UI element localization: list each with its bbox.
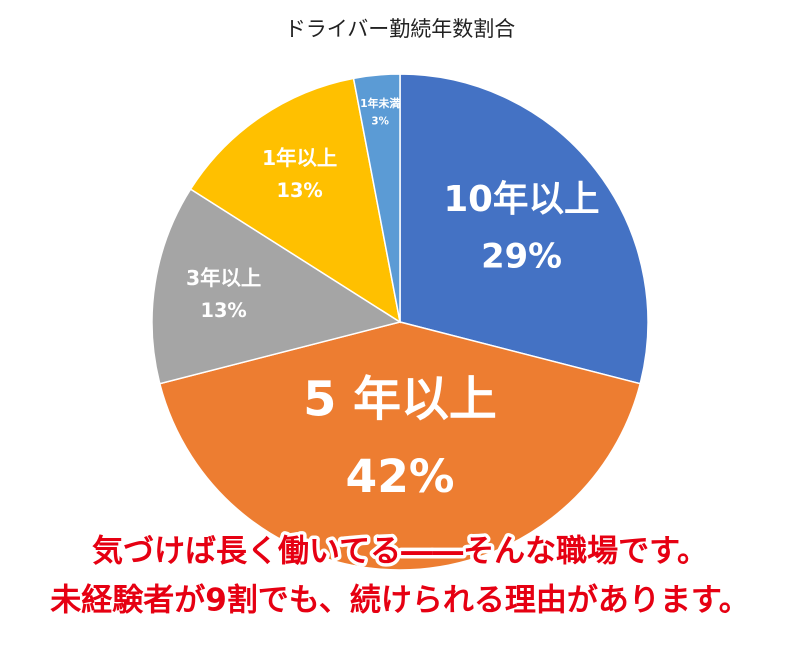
slice-value-label: 29% bbox=[481, 236, 562, 275]
slice-label: 5 年以上 bbox=[303, 373, 497, 428]
slice-value-label: 42% bbox=[346, 450, 455, 503]
chart-title: ドライバー勤続年数割合 bbox=[285, 17, 516, 41]
pie-slice bbox=[399, 73, 649, 385]
slice-value-label: 13% bbox=[277, 179, 323, 202]
labels: 10年以上 29% 5 年以上 42% 3年以上 13% 1年以上 13% 1年未満 3% bbox=[186, 96, 600, 503]
slice-label: 1年以上 bbox=[262, 146, 337, 170]
slice-value-label: 13% bbox=[201, 299, 247, 322]
slice-label: 3年以上 bbox=[186, 266, 261, 290]
caption-line: 未経験者が9割でも、続けられる理由があります。 bbox=[50, 583, 750, 619]
caption-line: 気づけば長く働いてる――そんな職場です。 bbox=[92, 534, 708, 570]
pie bbox=[151, 73, 649, 571]
slice-label: 10年以上 bbox=[443, 179, 599, 220]
pie-slice bbox=[189, 77, 402, 324]
slice-value-label: 3% bbox=[371, 115, 388, 127]
pie-slice bbox=[151, 188, 402, 385]
slice-label: 1年未満 bbox=[360, 96, 400, 110]
pie-slice bbox=[158, 321, 642, 571]
pie-slice bbox=[352, 73, 401, 323]
